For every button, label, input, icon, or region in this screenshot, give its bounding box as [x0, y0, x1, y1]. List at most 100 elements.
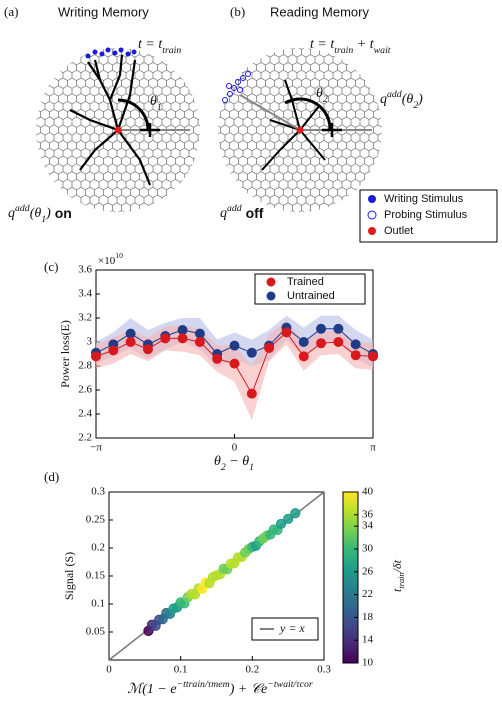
legend-marker — [266, 291, 276, 301]
point — [283, 513, 294, 524]
text-segment: add — [387, 89, 402, 100]
colorbar-tick-label: 14 — [362, 634, 374, 646]
y-tick-label: 0.25 — [86, 514, 106, 526]
colorbar-tick-label: 18 — [362, 611, 374, 623]
network — [218, 48, 382, 212]
text-segment: t = t — [310, 37, 335, 52]
colorbar-label: ttrain/δt — [390, 559, 407, 592]
text-segment: 2 — [221, 462, 226, 473]
text-segment: add — [227, 203, 242, 214]
caption: qadd(θ1) on — [8, 203, 72, 225]
x-tick-label: −π — [90, 442, 102, 454]
text-segment: θ — [150, 94, 157, 109]
y-tick-label: 3.4 — [78, 288, 92, 300]
text-segment: y = x — [279, 621, 305, 635]
text-segment: t — [390, 588, 404, 592]
x-tick-label: 0 — [232, 442, 238, 454]
colorbar — [342, 491, 359, 664]
text-segment: /δt — [390, 559, 404, 573]
text-segment: ℳ(1 − e — [127, 682, 176, 697]
point — [290, 508, 301, 519]
multiplier: ×1010 — [98, 251, 123, 266]
point — [229, 340, 240, 351]
point — [177, 325, 188, 335]
y-tick-label: 3.2 — [78, 312, 92, 324]
colorbar-tick-label: 40 — [362, 486, 374, 498]
text-segment: wait — [374, 45, 391, 56]
y-tick-label: 0.05 — [86, 626, 106, 638]
text-segment: 1 — [41, 214, 46, 225]
point — [142, 344, 153, 355]
point — [298, 337, 309, 347]
panel-title: Writing Memory — [58, 4, 149, 19]
point — [298, 351, 309, 362]
y-tick-label: 0.15 — [86, 570, 106, 582]
text-segment: 10 — [115, 251, 123, 260]
angle-label: θ2 — [316, 86, 328, 105]
colorbar-tick-label: 10 — [362, 657, 374, 669]
text-segment: q — [380, 92, 387, 107]
text-segment: −ttrain/τmem — [177, 679, 230, 690]
y-axis-label: Power loss(E) — [58, 320, 72, 388]
y-tick-label: 0.2 — [91, 542, 105, 554]
colorbar-tick-label: 30 — [362, 543, 374, 555]
panel-title: Reading Memory — [270, 4, 369, 19]
point — [350, 350, 361, 361]
legend-label: Untrained — [287, 290, 335, 302]
text-segment: ×10 — [98, 255, 116, 267]
point — [194, 337, 205, 347]
point — [212, 353, 223, 364]
text-segment: train — [397, 572, 406, 588]
text-segment: ) — [45, 206, 51, 221]
text-segment: q — [220, 206, 227, 221]
x-tick-label: 0 — [106, 664, 112, 676]
text-segment: 1 — [157, 102, 162, 113]
caption: qadd off — [220, 203, 264, 221]
text-segment: train — [162, 45, 181, 56]
x-tick-label: 0.1 — [174, 664, 188, 676]
y-tick-label: 0.3 — [91, 486, 105, 498]
chart-c: 2.2 2.4 2.6 2.8 3 3.2 3.4 3.6 −π 0 π Power loss(E) ×… — [58, 251, 379, 473]
text-segment: train — [334, 45, 353, 56]
chart-d: 0.05 0.1 0.15 0.2 0.25 0.3 0 0.1 0.2 0.3 Signal (S… — [62, 486, 407, 698]
legend-label: y = x — [279, 621, 305, 635]
legend-box — [251, 617, 319, 641]
y-tick-label: 2.4 — [78, 408, 92, 420]
time-label: t = ttrain — [138, 37, 181, 56]
point — [316, 323, 327, 334]
text-segment: + t — [353, 37, 374, 52]
legend-label: Probing Stimulus — [384, 209, 468, 221]
point — [350, 339, 361, 350]
text-segment: θ — [214, 454, 221, 469]
text-segment: off — [242, 205, 264, 221]
x-axis-label: θ2 − θ1 — [214, 454, 254, 473]
panel-label: (d) — [44, 469, 59, 484]
y-tick-label: 2.8 — [78, 360, 92, 372]
text-segment: ) — [417, 92, 423, 107]
text-segment: (θ — [30, 206, 42, 221]
text-segment: 1 — [249, 462, 254, 473]
y-tick-label: 3.6 — [78, 264, 92, 276]
panel-label: (a) — [4, 4, 18, 19]
text-segment: −twait/τcor — [267, 679, 313, 690]
point — [368, 351, 379, 362]
point — [177, 333, 188, 344]
panel-label: (c) — [44, 259, 58, 274]
text-segment: ) + 𝒞e — [229, 682, 268, 697]
text-segment: 2 — [323, 94, 328, 105]
x-tick-label: 0.2 — [245, 664, 259, 676]
point — [160, 333, 171, 344]
legend-label: Trained — [287, 276, 324, 288]
angle-label: θ1 — [150, 94, 162, 113]
colorbar-tick-label: 36 — [362, 508, 374, 520]
point — [333, 337, 344, 347]
y-tick-label: 0.1 — [91, 598, 105, 610]
network — [36, 47, 200, 212]
y-axis-label: Signal (S) — [62, 552, 76, 600]
x-axis-label: ℳ(1 − e−ttrain/τmem) + 𝒞e−twait/τcor — [127, 679, 313, 697]
point — [316, 338, 327, 349]
point — [108, 345, 119, 356]
point — [246, 347, 257, 358]
point — [194, 328, 205, 339]
point — [246, 388, 257, 399]
